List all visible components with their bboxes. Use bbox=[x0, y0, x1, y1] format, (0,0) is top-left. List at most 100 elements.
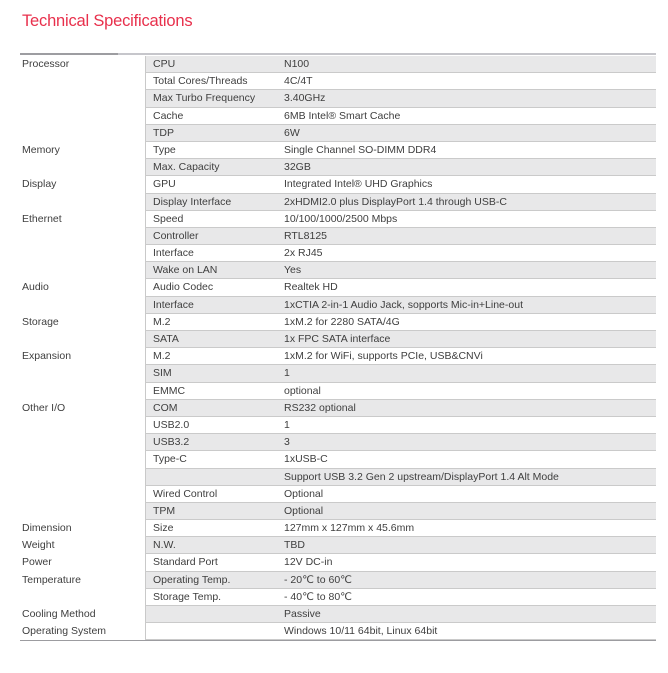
row-content: Wired Control Optional bbox=[145, 485, 656, 503]
spec-value-cell: 1x FPC SATA interface bbox=[284, 333, 391, 345]
spec-label-cell: Display Interface bbox=[153, 195, 232, 208]
table-row: Dimension Size 127mm x 127mm x 45.6mm bbox=[20, 520, 656, 538]
table-row: Storage Temp. - 40℃ to 80℃ bbox=[20, 588, 656, 606]
table-row: USB3.2 3 bbox=[20, 434, 656, 452]
category-cell bbox=[20, 365, 145, 383]
table-row: Interface 2x RJ45 bbox=[20, 245, 656, 263]
category-cell bbox=[20, 434, 145, 452]
row-content: Wake on LAN Yes bbox=[145, 262, 656, 280]
spec-label-cell: USB3.2 bbox=[153, 436, 190, 449]
category-cell bbox=[20, 73, 145, 91]
table-row: Max. Capacity 32GB bbox=[20, 159, 656, 177]
row-content: Passive bbox=[145, 606, 656, 624]
spec-label-cell: EMMC bbox=[153, 384, 186, 397]
spec-label-cell: N.W. bbox=[153, 539, 176, 552]
category-cell: Expansion bbox=[20, 348, 145, 366]
table-row: Other I/O COM RS232 optional bbox=[20, 399, 656, 417]
spec-label-cell bbox=[146, 469, 284, 485]
row-content: USB2.0 1 bbox=[145, 416, 656, 435]
category-cell bbox=[20, 296, 145, 314]
row-content: Speed 10/100/1000/2500 Mbps bbox=[145, 210, 656, 228]
row-content: TDP 6W bbox=[145, 124, 656, 142]
category-cell: Dimension bbox=[20, 520, 145, 538]
table-row: Cooling Method Passive bbox=[20, 606, 656, 624]
row-content: Display Interface 2xHDMI2.0 plus Display… bbox=[145, 193, 656, 211]
spec-value-cell: 32GB bbox=[284, 161, 311, 174]
spec-label-cell: SATA bbox=[153, 333, 179, 345]
table-row: Operating System Windows 10/11 64bit, Li… bbox=[20, 623, 656, 641]
category-cell: Power bbox=[20, 554, 145, 572]
spec-value-cell: Windows 10/11 64bit, Linux 64bit bbox=[284, 625, 438, 638]
spec-value-cell: Single Channel SO-DIMM DDR4 bbox=[284, 143, 437, 156]
spec-value-cell: 127mm x 127mm x 45.6mm bbox=[284, 522, 415, 535]
row-content: Cache 6MB Intel® Smart Cache bbox=[145, 107, 656, 125]
spec-label-cell: TDP bbox=[153, 126, 174, 139]
table-row: EMMC optional bbox=[20, 382, 656, 400]
spec-label-cell: Type-C bbox=[153, 453, 187, 466]
spec-label-cell: CPU bbox=[153, 58, 176, 70]
row-content: Type Single Channel SO-DIMM DDR4 bbox=[145, 141, 656, 160]
row-content: Operating Temp. - 20℃ to 60℃ bbox=[145, 571, 656, 589]
page-title: Technical Specifications bbox=[22, 12, 193, 30]
table-row: Wired Control Optional bbox=[20, 485, 656, 503]
row-content: Type-C 1xUSB-C bbox=[145, 451, 656, 469]
spec-value-cell: 12V DC-in bbox=[284, 556, 333, 569]
category-cell: Cooling Method bbox=[20, 606, 145, 624]
table-row: Max Turbo Frequency 3.40GHz bbox=[20, 90, 656, 108]
category-cell: Audio bbox=[20, 279, 145, 297]
category-cell: Ethernet bbox=[20, 210, 145, 228]
table-row: Display Interface 2xHDMI2.0 plus Display… bbox=[20, 193, 656, 211]
row-content: N.W. TBD bbox=[145, 537, 656, 555]
row-content: M.2 1xM.2 for 2280 SATA/4G bbox=[145, 313, 656, 331]
spec-label-cell: Max Turbo Frequency bbox=[153, 92, 256, 105]
category-cell bbox=[20, 159, 145, 177]
spec-value-cell: 1xM.2 for 2280 SATA/4G bbox=[284, 315, 400, 328]
category-cell: Other I/O bbox=[20, 399, 145, 417]
category-cell bbox=[20, 382, 145, 400]
spec-value-cell: Yes bbox=[284, 264, 302, 277]
category-cell bbox=[20, 416, 145, 435]
spec-value-cell: - 20℃ to 60℃ bbox=[284, 573, 352, 586]
table-top-rule bbox=[20, 53, 656, 55]
row-content: Size 127mm x 127mm x 45.6mm bbox=[145, 520, 656, 538]
table-row: USB2.0 1 bbox=[20, 416, 656, 435]
spec-label-cell: Speed bbox=[153, 212, 184, 225]
category-cell bbox=[20, 90, 145, 108]
category-cell: Memory bbox=[20, 141, 145, 160]
row-content: GPU Integrated Intel® UHD Graphics bbox=[145, 176, 656, 194]
category-cell: Processor bbox=[20, 56, 145, 74]
row-content: Standard Port 12V DC-in bbox=[145, 554, 656, 572]
spec-table: Processor CPU N100 Total Cores/Threads 4… bbox=[20, 53, 656, 642]
spec-value-cell: RS232 optional bbox=[284, 401, 356, 414]
spec-value-cell: RTL8125 bbox=[284, 229, 328, 242]
spec-label-cell: Controller bbox=[153, 229, 199, 242]
spec-label-cell: TPM bbox=[153, 504, 176, 517]
spec-label-cell: Standard Port bbox=[153, 556, 218, 569]
table-row: Wake on LAN Yes bbox=[20, 262, 656, 280]
spec-value-cell: 1xUSB-C bbox=[284, 453, 328, 466]
category-cell bbox=[20, 485, 145, 503]
row-content: Max. Capacity 32GB bbox=[145, 159, 656, 177]
table-row: Storage M.2 1xM.2 for 2280 SATA/4G bbox=[20, 313, 656, 331]
table-row: Memory Type Single Channel SO-DIMM DDR4 bbox=[20, 141, 656, 160]
spec-value-cell: 1xCTIA 2-in-1 Audio Jack, sopports Mic-i… bbox=[284, 298, 523, 311]
spec-label-cell: Size bbox=[153, 522, 174, 535]
spec-value-cell: 3.40GHz bbox=[284, 92, 326, 105]
spec-value-cell: Passive bbox=[284, 608, 321, 620]
table-row: Ethernet Speed 10/100/1000/2500 Mbps bbox=[20, 210, 656, 228]
spec-value-cell: 6MB Intel® Smart Cache bbox=[284, 109, 401, 122]
spec-label-cell: SIM bbox=[153, 367, 172, 380]
table-row: Display GPU Integrated Intel® UHD Graphi… bbox=[20, 176, 656, 194]
row-content: COM RS232 optional bbox=[145, 399, 656, 417]
spec-value-cell: optional bbox=[284, 384, 321, 397]
category-cell: Display bbox=[20, 176, 145, 194]
category-cell bbox=[20, 331, 145, 349]
category-cell bbox=[20, 245, 145, 263]
row-content: Storage Temp. - 40℃ to 80℃ bbox=[145, 588, 656, 606]
row-content: CPU N100 bbox=[145, 56, 656, 74]
category-cell bbox=[20, 227, 145, 246]
spec-value-cell: 6W bbox=[284, 126, 300, 139]
spec-value-cell: 1 bbox=[284, 418, 290, 431]
category-cell bbox=[20, 107, 145, 125]
row-content: Audio Codec Realtek HD bbox=[145, 279, 656, 297]
